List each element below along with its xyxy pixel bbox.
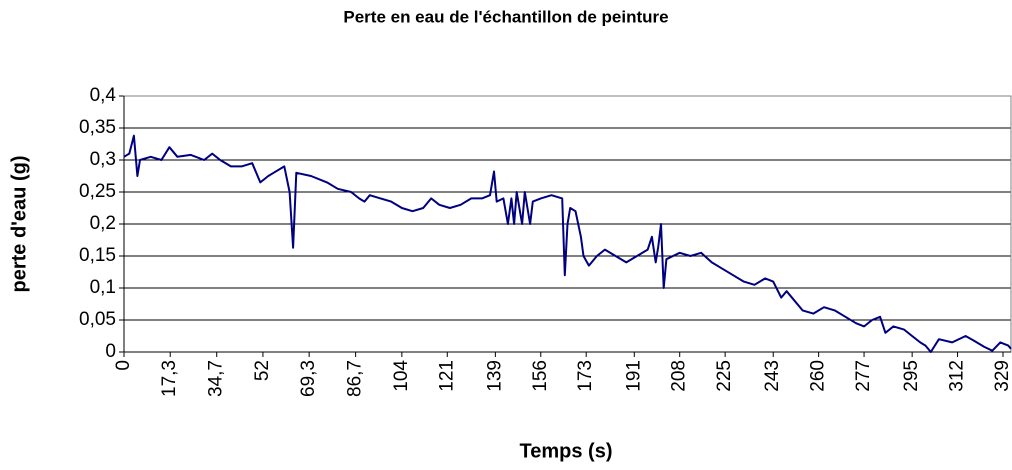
x-tick-label: 156: [530, 360, 551, 392]
x-tick-label: 225: [714, 360, 735, 392]
x-tick-label: 191: [623, 360, 644, 392]
y-tick-label: 0,3: [90, 149, 116, 170]
x-tick-label: 86,7: [345, 360, 366, 397]
y-tick-label: 0,15: [79, 245, 116, 266]
x-tick-label: 121: [436, 360, 457, 392]
data-line: [123, 134, 1012, 353]
x-tick-label: 277: [853, 360, 874, 392]
y-tick-label: 0,25: [79, 181, 116, 202]
x-tick-label: 260: [808, 360, 829, 392]
y-tick-label: 0: [105, 341, 116, 362]
x-tick-label: 243: [762, 360, 783, 392]
x-tick-label: 17,3: [159, 360, 180, 397]
y-tick-label: 0,35: [79, 117, 116, 138]
x-tick-label: 312: [947, 360, 968, 392]
y-tick-label: 0,05: [79, 309, 116, 330]
x-tick-label: 34,7: [206, 360, 227, 397]
y-axis-title: perte d'eau (g): [8, 156, 30, 293]
y-tick-label: 0,1: [90, 277, 116, 298]
y-tick-label: 0,4: [90, 85, 117, 106]
x-tick-label: 104: [391, 360, 412, 392]
x-tick-label: 69,3: [298, 360, 319, 397]
x-tick-label: 295: [901, 360, 922, 392]
chart-title: Perte en eau de l'échantillon de peintur…: [343, 7, 668, 26]
x-tick-label: 208: [669, 360, 690, 392]
x-tick-label: 52: [252, 360, 273, 381]
x-tick-label: 139: [484, 360, 505, 392]
x-tick-label: 0: [113, 360, 134, 371]
x-tick-label: 329: [992, 360, 1012, 392]
y-tick-label: 0,2: [90, 213, 116, 234]
x-tick-label: 173: [575, 360, 596, 392]
x-axis-title: Temps (s): [520, 440, 613, 462]
